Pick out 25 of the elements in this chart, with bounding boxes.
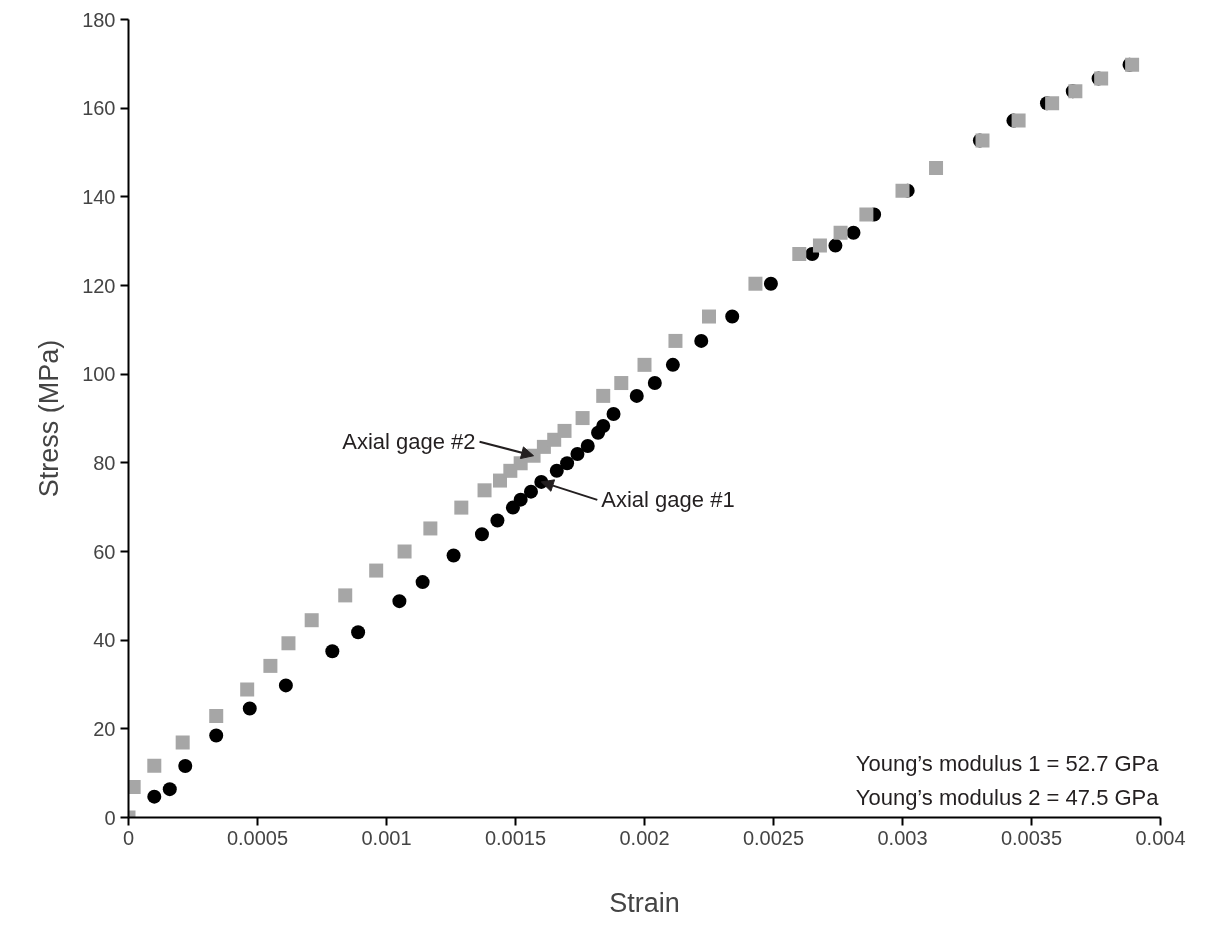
annotation: Young’s modulus 2 = 47.5 GPa	[855, 784, 1160, 810]
y-tick-label: 0	[104, 806, 116, 829]
annotation: Young’s modulus 1 = 52.7 GPa	[855, 750, 1160, 776]
annotation: Axial gage #2	[342, 429, 476, 455]
y-tick-label: 20	[93, 717, 116, 740]
y-tick-label: 120	[82, 274, 116, 297]
x-tick-label: 0.0025	[742, 826, 805, 849]
x-tick-label: 0.002	[619, 826, 670, 849]
x-axis-title: Strain	[609, 887, 680, 918]
y-tick-label: 80	[93, 451, 116, 474]
x-tick-label: 0.0035	[1000, 826, 1063, 849]
y-tick-label: 100	[82, 363, 116, 386]
x-tick-label: 0.0005	[226, 826, 289, 849]
y-tick-label: 160	[82, 97, 116, 120]
x-tick-label: 0.004	[1135, 826, 1186, 849]
y-tick-label: 140	[82, 185, 116, 208]
x-tick-label: 0.003	[877, 826, 928, 849]
x-tick-label: 0.0015	[484, 826, 547, 849]
y-tick-label: 40	[93, 629, 116, 652]
y-tick-label: 60	[93, 540, 116, 563]
y-tick-label: 180	[82, 8, 116, 31]
annotation: Axial gage #1	[601, 487, 735, 513]
y-axis-title: Stress (MPa)	[34, 339, 65, 498]
x-tick-label: 0.001	[361, 826, 412, 849]
x-tick-label: 0	[122, 826, 135, 849]
